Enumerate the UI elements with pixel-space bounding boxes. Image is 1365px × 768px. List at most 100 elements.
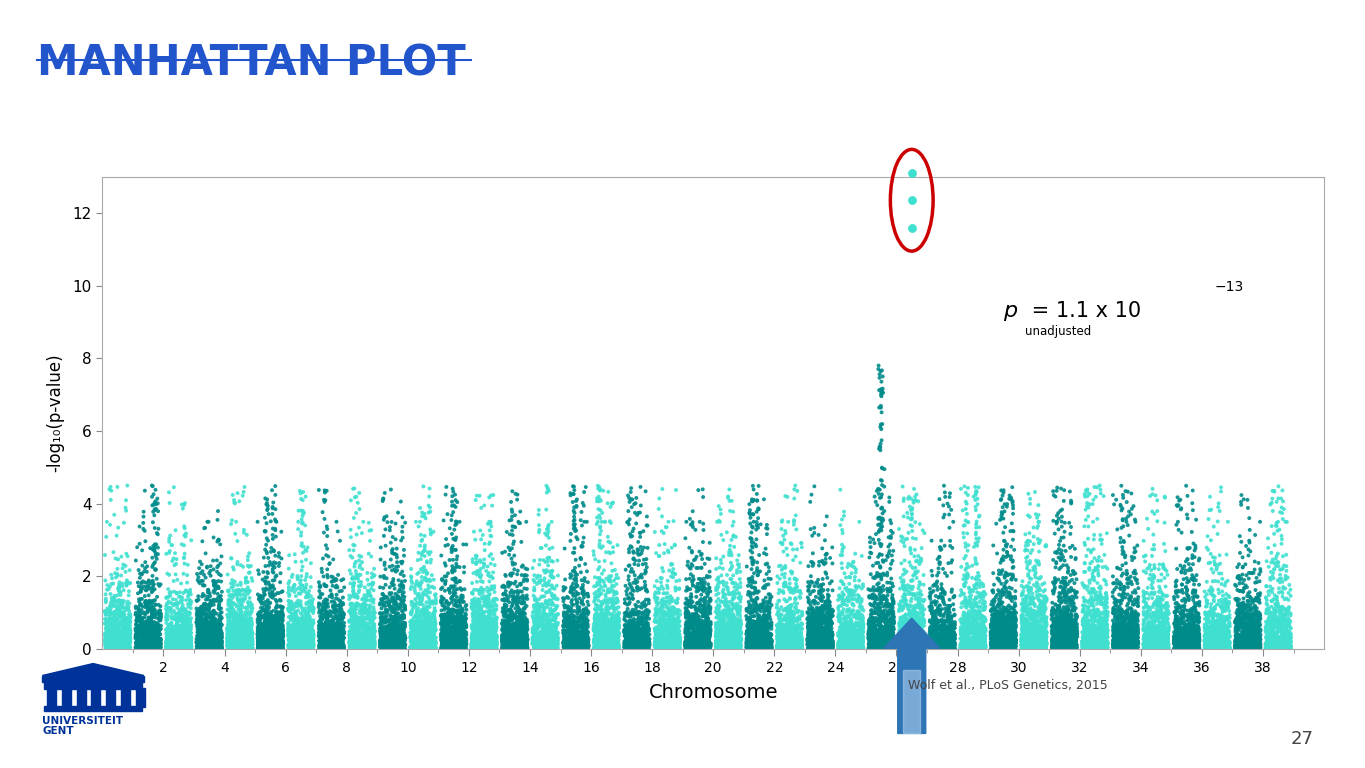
Point	[394, 632, 416, 644]
Point	[482, 636, 504, 648]
Point	[390, 624, 412, 636]
Point	[538, 642, 560, 654]
Point	[661, 640, 682, 652]
Point	[333, 641, 355, 653]
Point	[871, 634, 893, 646]
Point	[254, 614, 276, 627]
Point	[722, 634, 744, 647]
Point	[1022, 640, 1044, 652]
Point	[912, 604, 934, 617]
Point	[192, 623, 214, 635]
Point	[880, 572, 902, 584]
Point	[156, 614, 177, 626]
Point	[939, 621, 961, 634]
Point	[876, 569, 898, 581]
Point	[846, 627, 868, 639]
Point	[1153, 628, 1175, 641]
Point	[461, 587, 483, 599]
Point	[932, 624, 954, 637]
Point	[500, 587, 521, 599]
Point	[870, 641, 891, 653]
Point	[777, 639, 799, 651]
Point	[433, 635, 455, 647]
Point	[352, 624, 374, 637]
Point	[782, 634, 804, 646]
Point	[340, 524, 362, 536]
Point	[1228, 607, 1250, 619]
Point	[726, 634, 748, 646]
Point	[1226, 594, 1248, 607]
Point	[1244, 628, 1265, 641]
Point	[940, 611, 962, 623]
Point	[818, 641, 839, 654]
Point	[287, 635, 308, 647]
Point	[150, 638, 172, 650]
Point	[614, 639, 636, 651]
Point	[1125, 631, 1147, 643]
Point	[729, 633, 751, 645]
Point	[283, 619, 304, 631]
Point	[450, 642, 472, 654]
Point	[728, 637, 749, 650]
Point	[1002, 641, 1024, 653]
Point	[1179, 641, 1201, 654]
Point	[502, 638, 524, 650]
Point	[370, 554, 392, 566]
Point	[663, 634, 685, 647]
Point	[394, 604, 416, 616]
Point	[696, 641, 718, 654]
Point	[1228, 578, 1250, 590]
Point	[115, 628, 136, 641]
Point	[542, 637, 564, 649]
Point	[379, 581, 401, 594]
Point	[102, 593, 124, 605]
Point	[934, 642, 956, 654]
Point	[818, 584, 839, 596]
Point	[874, 632, 895, 644]
Point	[407, 624, 429, 637]
Point	[467, 631, 489, 643]
Point	[199, 637, 221, 649]
Point	[743, 598, 764, 610]
Point	[607, 611, 629, 624]
Point	[995, 634, 1017, 647]
Point	[954, 624, 976, 636]
Point	[348, 561, 370, 574]
Point	[262, 617, 284, 630]
Point	[882, 629, 904, 641]
Point	[404, 623, 426, 635]
Point	[345, 568, 367, 581]
Point	[119, 564, 141, 576]
Point	[132, 631, 154, 644]
Point	[889, 523, 910, 535]
Point	[262, 635, 284, 647]
Point	[212, 643, 233, 655]
Point	[894, 634, 916, 646]
Point	[465, 641, 487, 654]
Point	[859, 625, 880, 637]
Point	[423, 634, 445, 647]
Point	[848, 641, 870, 654]
Point	[1044, 581, 1066, 594]
Point	[782, 640, 804, 652]
Point	[105, 635, 127, 647]
Point	[407, 636, 429, 648]
Point	[564, 615, 586, 627]
Point	[595, 602, 617, 614]
Point	[844, 590, 865, 602]
Point	[1044, 599, 1066, 611]
Point	[1028, 509, 1050, 521]
Point	[681, 637, 703, 650]
Point	[263, 556, 285, 568]
Point	[876, 633, 898, 645]
Point	[736, 625, 758, 637]
Point	[332, 609, 354, 621]
Point	[1089, 586, 1111, 598]
Point	[325, 637, 347, 649]
Point	[389, 633, 411, 645]
Point	[747, 608, 768, 621]
Point	[442, 540, 464, 552]
Point	[1013, 581, 1035, 594]
Point	[1014, 540, 1036, 552]
Point	[1080, 604, 1102, 617]
